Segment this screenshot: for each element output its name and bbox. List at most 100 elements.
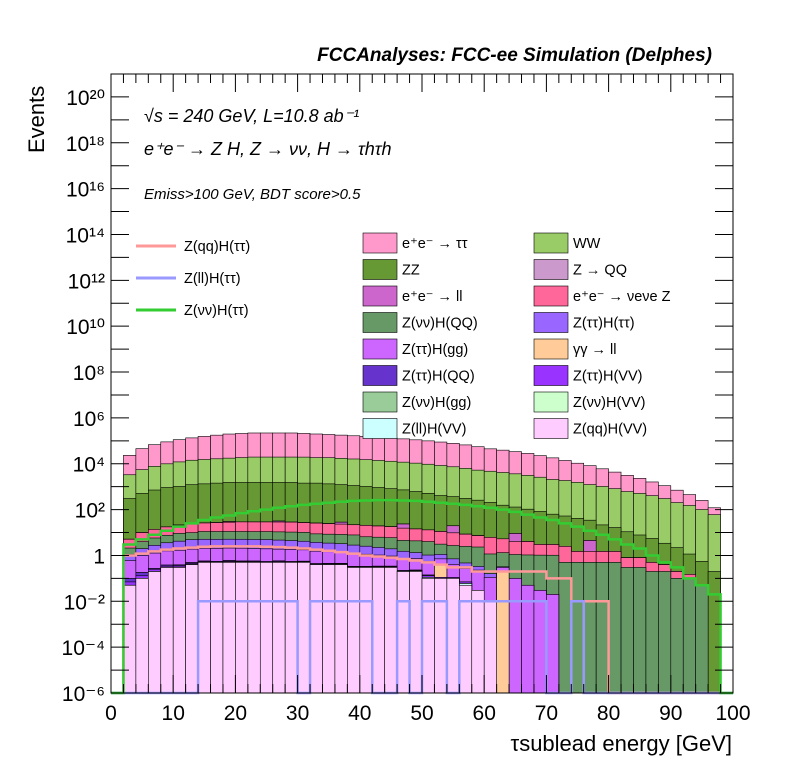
stack-bar — [670, 578, 684, 694]
stack-bar — [284, 562, 298, 694]
stack-bar — [633, 567, 647, 694]
stack-bar — [172, 567, 186, 694]
y-tick-label: 10¹² — [68, 270, 105, 293]
stack-bar — [135, 578, 149, 694]
legend-label: Z(qq)H(VV) — [573, 422, 647, 438]
energy-annotation: √s = 240 GeV, L=10.8 ab⁻¹ — [144, 106, 359, 126]
y-tick-label: 10¹⁰ — [66, 316, 105, 339]
legend-label: Z(qq)H(ττ) — [184, 239, 250, 255]
y-tick-label: 10⁻⁶ — [62, 683, 105, 706]
legend-swatch — [362, 365, 398, 386]
cuts-annotation: Emiss>100 GeV, BDT score>0.5 — [144, 186, 361, 203]
x-tick-label: 90 — [659, 702, 682, 725]
y-tick-label: 1 — [93, 545, 105, 568]
x-tick-label: 40 — [348, 702, 371, 725]
x-tick-label: 60 — [473, 702, 496, 725]
stack-bar — [608, 562, 622, 694]
stack-bar — [658, 571, 672, 694]
legend-swatch — [362, 312, 398, 333]
stack-bar — [546, 594, 560, 694]
legend-swatch — [533, 259, 569, 280]
legend-label: Z(ll)H(ττ) — [184, 271, 241, 287]
stack-bar — [322, 564, 336, 694]
x-tick-label: 10 — [162, 702, 185, 725]
legend-label: ZZ — [402, 263, 420, 279]
y-tick-label: 10¹⁶ — [66, 179, 105, 202]
stack-bar — [347, 567, 361, 694]
stack-bar — [496, 571, 510, 694]
stack-bar — [148, 571, 162, 694]
stack-bar — [210, 562, 224, 694]
stack-bar — [197, 562, 211, 694]
stack-bar — [471, 590, 485, 694]
stack-bar — [409, 571, 423, 694]
legend-label: Z(νν)H(gg) — [402, 395, 471, 411]
legend-swatch — [533, 365, 569, 386]
legend-swatch — [362, 259, 398, 280]
stack-bar — [421, 578, 435, 694]
stack-bar — [359, 567, 373, 694]
legend-label: e⁺e⁻ → ll — [402, 289, 462, 305]
y-tick-label: 10² — [75, 500, 105, 523]
legend-label: e⁺e⁻ → νeνe Z — [573, 289, 671, 305]
x-tick-label: 100 — [715, 702, 750, 725]
legend-swatch — [362, 338, 398, 360]
legend-swatch — [362, 418, 398, 439]
y-tick-label: 10⁸ — [73, 362, 105, 385]
stack-bar — [371, 567, 385, 694]
y-tick-label: 10¹⁸ — [66, 133, 105, 156]
legend-swatch — [362, 232, 398, 254]
legend-swatch — [533, 338, 569, 360]
stack-bar — [570, 562, 585, 694]
stacked-histograms — [123, 432, 721, 694]
stack-bar — [533, 590, 547, 694]
legend-swatch — [533, 418, 569, 439]
stack-bar — [645, 571, 659, 694]
stack-bar — [620, 567, 634, 694]
legend-label: Z(νν)H(VV) — [573, 395, 646, 411]
legend-label: Z(νν)H(ττ) — [184, 303, 249, 319]
stack-bar — [508, 578, 522, 694]
stack-bar — [384, 567, 398, 694]
stack-bar — [434, 578, 448, 694]
legend-swatch — [533, 391, 569, 413]
stack-bar — [595, 562, 609, 694]
legend-swatch — [533, 232, 569, 254]
legend-swatch — [533, 312, 569, 333]
figure-title: FCCAnalyses: FCC-ee Simulation (Delphes) — [317, 45, 712, 66]
y-axis-title: Events — [24, 86, 49, 153]
stack-bar — [583, 562, 597, 694]
x-tick-label: 0 — [105, 702, 117, 725]
legend-label: Z(ττ)H(ττ) — [573, 316, 635, 332]
stack-bar — [160, 567, 174, 694]
legend-label: WW — [573, 236, 601, 252]
stack-bar — [446, 578, 460, 694]
x-tick-label: 70 — [535, 702, 558, 725]
stack-bar — [483, 600, 497, 694]
legend-label: Z(ττ)H(QQ) — [402, 369, 475, 385]
legend-swatch — [362, 391, 398, 413]
stack-bar — [222, 562, 236, 694]
stack-bar — [247, 562, 261, 694]
legend-label: γγ → ll — [573, 342, 617, 358]
legend: Z(qq)H(ττ) Z(ll)H(ττ) Z(νν)H(ττ) e⁺e⁻ → ττ W… — [136, 232, 671, 439]
stack-bar — [707, 571, 721, 694]
stack-bar — [396, 571, 410, 694]
y-tick-label: 10¹⁴ — [66, 224, 105, 247]
stack-bar — [297, 562, 311, 694]
stack-bar — [558, 562, 572, 694]
y-tick-label: 10²⁰ — [66, 87, 105, 110]
legend-label: Z(ττ)H(VV) — [573, 369, 642, 385]
y-tick-label: 10⁻⁴ — [62, 637, 105, 660]
x-axis-title: τsublead energy [GeV] — [511, 731, 733, 756]
legend-label: Z(νν)H(QQ) — [402, 316, 478, 332]
stack-bar — [272, 562, 286, 694]
stack-bar — [235, 562, 249, 694]
stack-bar — [695, 584, 709, 694]
signal-line — [111, 498, 733, 695]
legend-label: Z(ττ)H(gg) — [402, 342, 468, 358]
stack-bar — [682, 578, 696, 694]
stack-bar — [259, 562, 274, 694]
y-tick-label: 10⁴ — [73, 454, 105, 477]
